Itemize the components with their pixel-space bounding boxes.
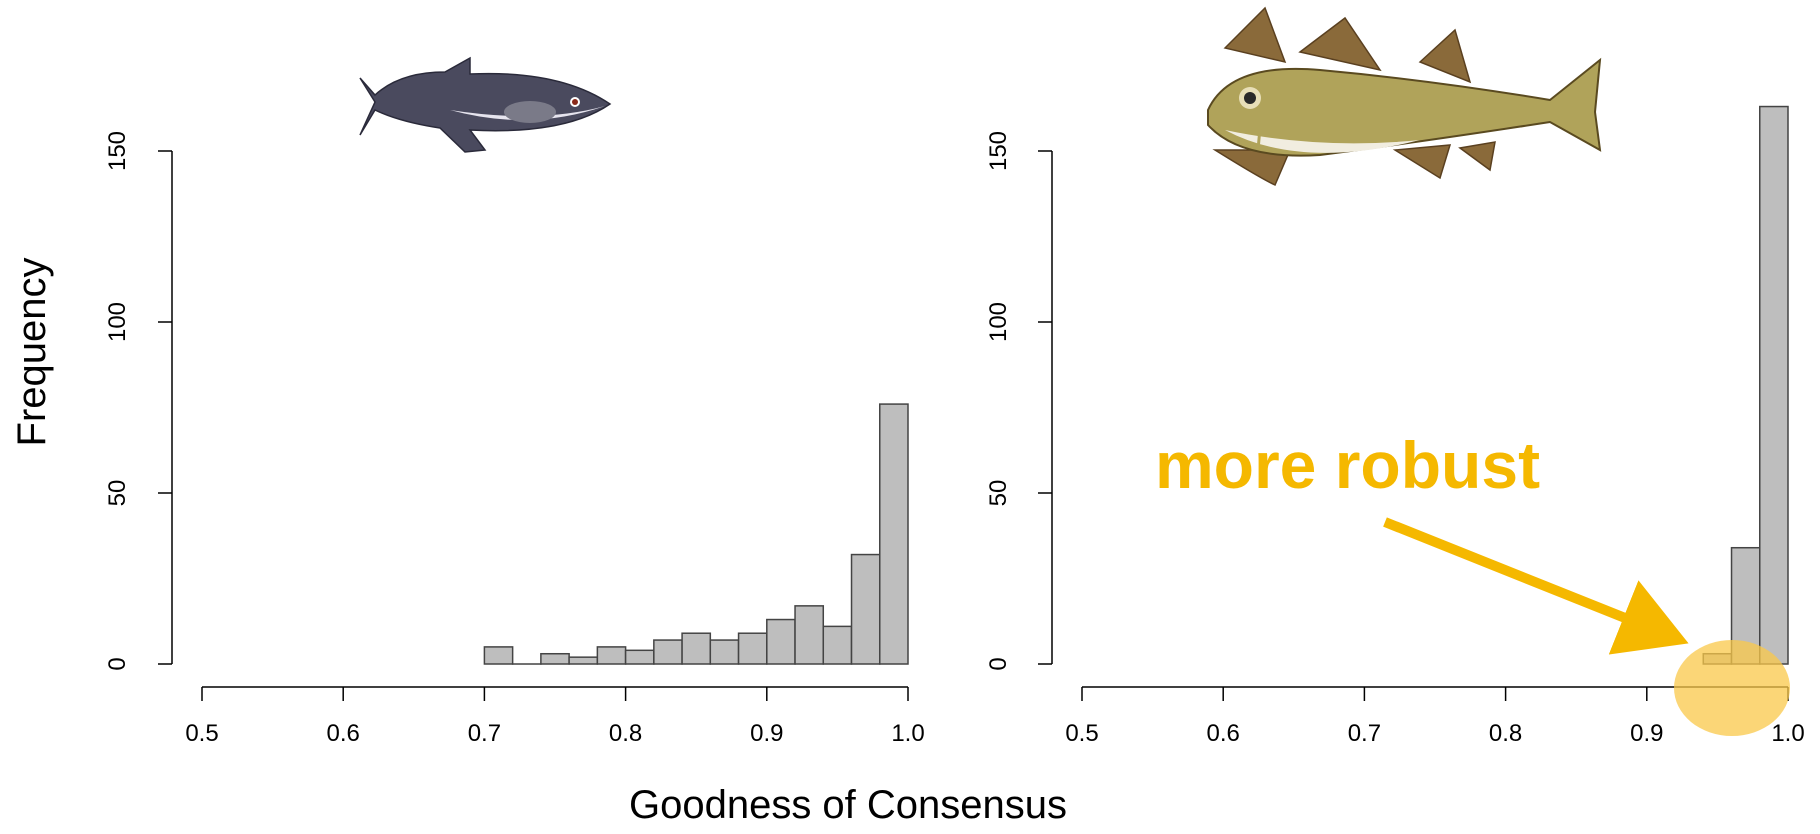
left-x-tick-label: 0.6 bbox=[327, 720, 360, 747]
right-x-tick-label: 0.7 bbox=[1348, 720, 1381, 747]
left-histogram-bar bbox=[682, 633, 710, 664]
highlight-ellipse bbox=[1674, 640, 1790, 736]
left-x-tick-label: 0.5 bbox=[185, 720, 218, 747]
left-y-tick-label: 100 bbox=[104, 302, 131, 342]
left-histogram-bar bbox=[880, 404, 908, 664]
left-x-tick-label: 0.7 bbox=[468, 720, 501, 747]
right-x-tick-label: 0.6 bbox=[1207, 720, 1240, 747]
left-histogram-bar bbox=[823, 626, 851, 664]
annotation-arrow bbox=[1385, 522, 1670, 636]
left-histogram-bar bbox=[484, 647, 512, 664]
cod-icon bbox=[1208, 8, 1600, 185]
right-y-tick-label: 0 bbox=[985, 657, 1012, 670]
panel-right: 0.5 0.6 0.7 0.8 0.9 1.0 0 50 100 150 bbox=[985, 8, 1805, 747]
left-histogram-bar bbox=[739, 633, 767, 664]
left-y-tick-label: 0 bbox=[104, 657, 131, 670]
annotation-text: more robust bbox=[1155, 428, 1540, 502]
right-histogram-bar bbox=[1760, 107, 1788, 664]
left-x-tick-label: 1.0 bbox=[891, 720, 924, 747]
y-axis-title: Frequency bbox=[10, 258, 54, 447]
right-x-tick-label: 0.9 bbox=[1630, 720, 1663, 747]
left-histogram-bar bbox=[541, 654, 569, 664]
left-histogram-bar bbox=[597, 647, 625, 664]
x-axis-title: Goodness of Consensus bbox=[629, 783, 1067, 827]
left-histogram-bar bbox=[626, 650, 654, 664]
left-histogram-bar bbox=[795, 606, 823, 664]
left-x-tick-label: 0.9 bbox=[750, 720, 783, 747]
right-x-tick-label: 0.5 bbox=[1065, 720, 1098, 747]
right-y-tick-label: 100 bbox=[985, 302, 1012, 342]
right-x-tick-label: 0.8 bbox=[1489, 720, 1522, 747]
haddock-silhouette-icon bbox=[360, 58, 610, 152]
right-y-tick-label: 50 bbox=[985, 480, 1012, 507]
left-histogram-bar bbox=[710, 640, 738, 664]
left-y-tick-label: 150 bbox=[104, 131, 131, 171]
left-histogram-bar bbox=[569, 657, 597, 664]
right-x-tick-label: 1.0 bbox=[1771, 720, 1804, 747]
left-histogram-bar bbox=[852, 555, 880, 664]
left-histogram-bar bbox=[654, 640, 682, 664]
panel-left: 0.5 0.6 0.7 0.8 0.9 1.0 0 50 100 150 bbox=[104, 58, 925, 747]
left-histogram-bar bbox=[767, 620, 795, 664]
right-y-tick-label: 150 bbox=[985, 131, 1012, 171]
left-x-tick-label: 0.8 bbox=[609, 720, 642, 747]
left-y-tick-label: 50 bbox=[104, 480, 131, 507]
